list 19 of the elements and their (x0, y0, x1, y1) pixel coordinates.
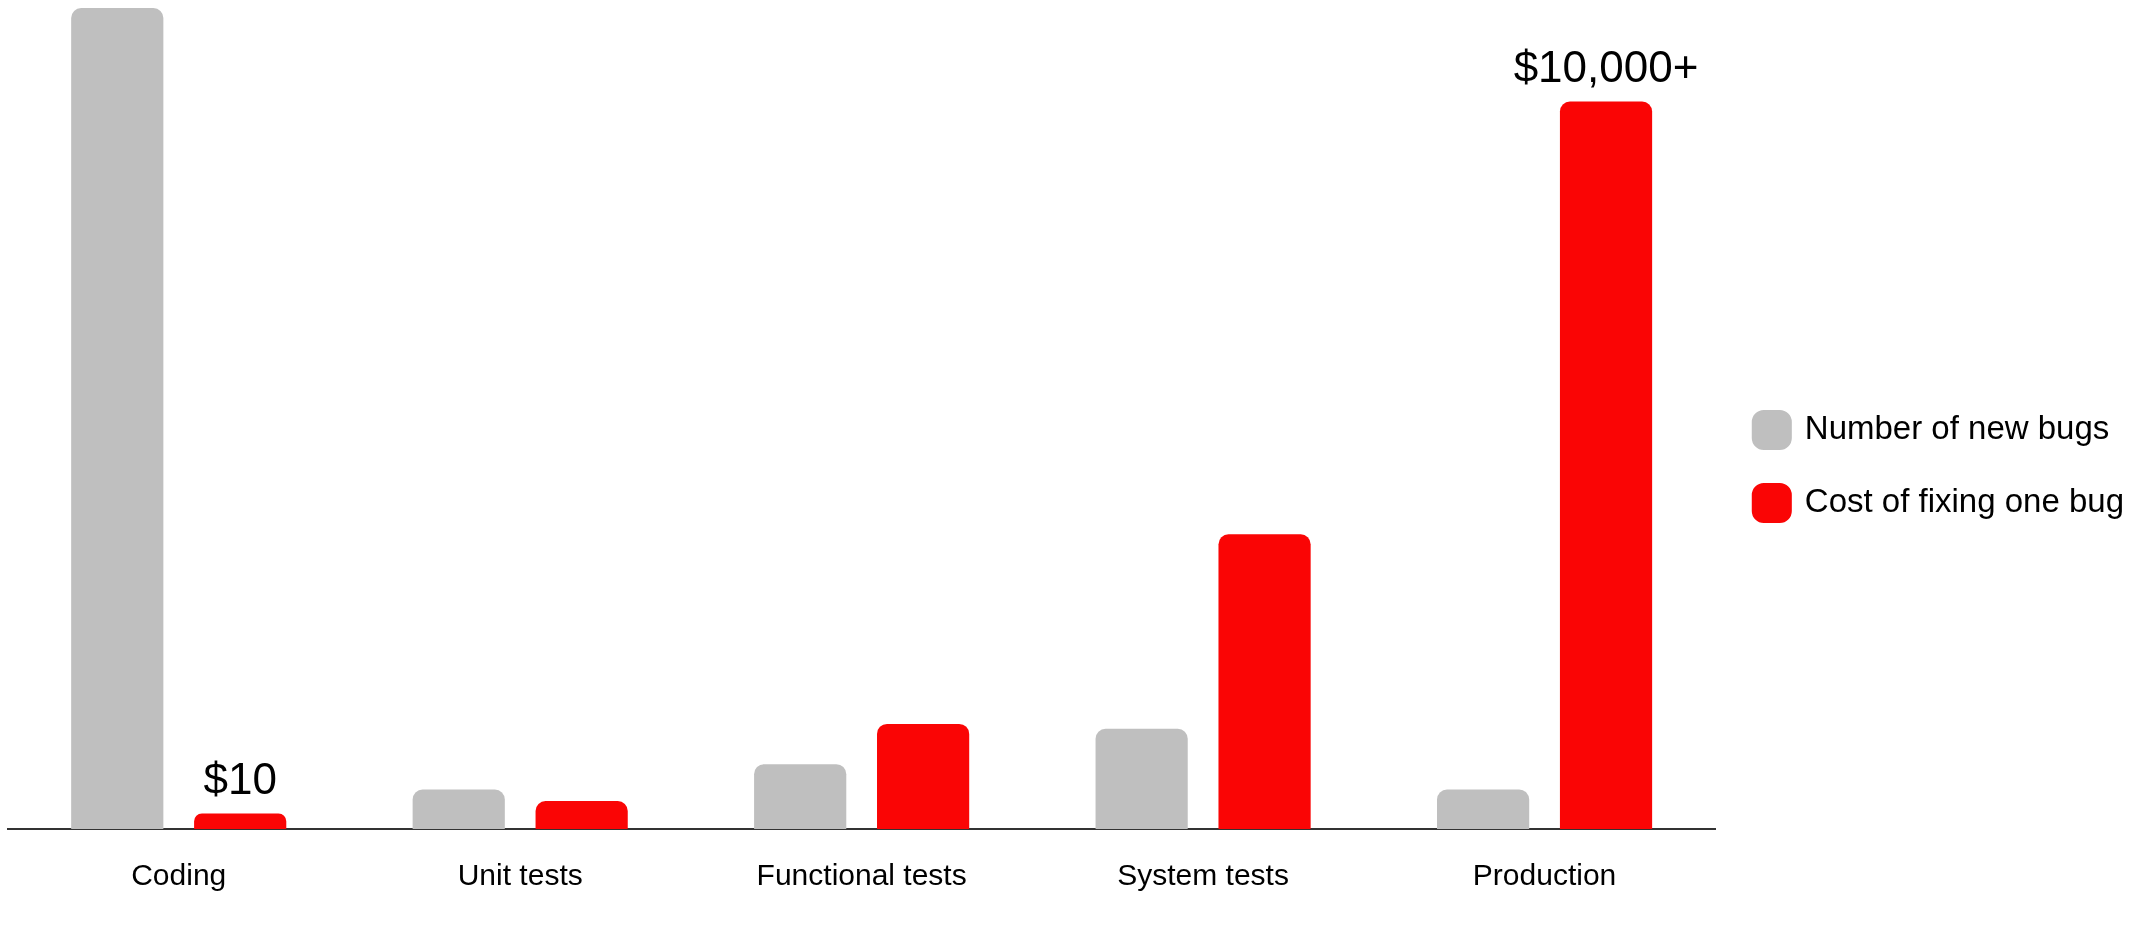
x-tick-label: Production (1472, 858, 1617, 892)
x-tick-label: Unit tests (457, 858, 583, 892)
bar (71, 8, 164, 829)
bar (877, 723, 970, 829)
bar (754, 764, 847, 829)
bar (1559, 101, 1653, 829)
bar (412, 789, 505, 829)
bar (1218, 534, 1311, 829)
legend-label: Cost of fixing one bug (1804, 482, 2125, 520)
bar (535, 801, 628, 829)
bar (1437, 789, 1530, 829)
bar (194, 813, 287, 829)
x-tick-label: Coding (131, 858, 227, 892)
x-tick-label: Functional tests (756, 858, 967, 892)
bar (1095, 728, 1188, 829)
annotation: $10,000+ (1513, 41, 1699, 91)
annotation: $10 (203, 753, 277, 803)
legend-label: Number of new bugs (1804, 409, 2110, 447)
x-tick-label: System tests (1117, 858, 1289, 892)
